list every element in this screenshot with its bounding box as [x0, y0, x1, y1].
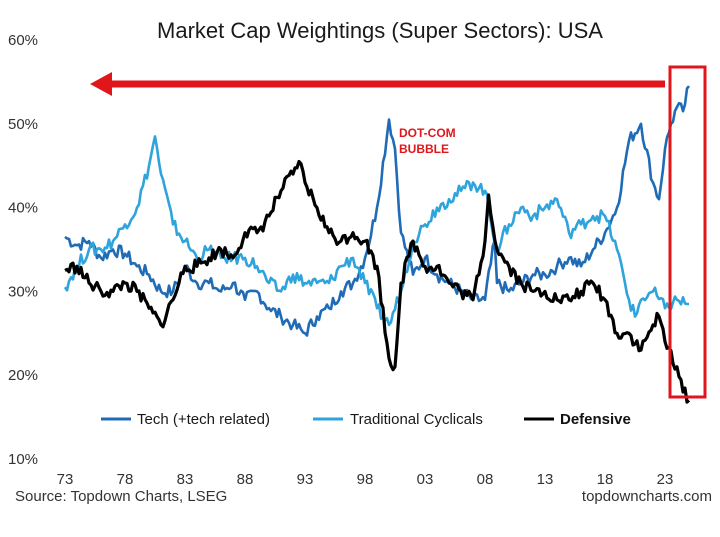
source-note: Source: Topdown Charts, LSEG [15, 488, 227, 505]
highlight-box [668, 65, 707, 399]
y-tick-label: 20% [8, 367, 38, 384]
y-tick-label: 30% [8, 283, 38, 300]
plot-area [63, 85, 691, 404]
series-line-tech [64, 85, 690, 337]
x-tick-label: 98 [357, 471, 374, 488]
x-tick-label: 03 [417, 471, 434, 488]
series-line-cyclicals [63, 135, 689, 327]
x-tick-label: 78 [117, 471, 134, 488]
x-tick-label: 23 [657, 471, 674, 488]
y-tick-label: 10% [8, 451, 38, 468]
x-tick-label: 13 [537, 471, 554, 488]
legend-label-defensive: Defensive [560, 411, 631, 428]
x-tick-label: 93 [297, 471, 314, 488]
chart-title: Market Cap Weightings (Super Sectors): U… [157, 18, 603, 43]
y-tick-label: 40% [8, 200, 38, 217]
legend-label-tech: Tech (+tech related) [137, 411, 270, 428]
y-tick-label: 60% [8, 32, 38, 49]
watermark: topdowncharts.com [582, 488, 712, 505]
annotation-line-2: BUBBLE [399, 142, 449, 156]
x-axis: 73 78 83 88 93 98 03 08 13 18 23 [57, 471, 674, 488]
x-tick-label: 18 [597, 471, 614, 488]
x-tick-label: 08 [477, 471, 494, 488]
annotation-line-1: DOT-COM [399, 126, 456, 140]
x-tick-label: 73 [57, 471, 74, 488]
series-line-defensive [64, 159, 691, 404]
legend-label-cyclicals: Traditional Cyclicals [350, 411, 483, 428]
x-tick-label: 88 [237, 471, 254, 488]
y-tick-label: 50% [8, 116, 38, 133]
y-axis: 10% 20% 30% 40% 50% 60% [8, 32, 38, 468]
x-tick-label: 83 [177, 471, 194, 488]
legend: Tech (+tech related) Traditional Cyclica… [101, 411, 631, 428]
highlight-arrow-head [90, 72, 112, 96]
